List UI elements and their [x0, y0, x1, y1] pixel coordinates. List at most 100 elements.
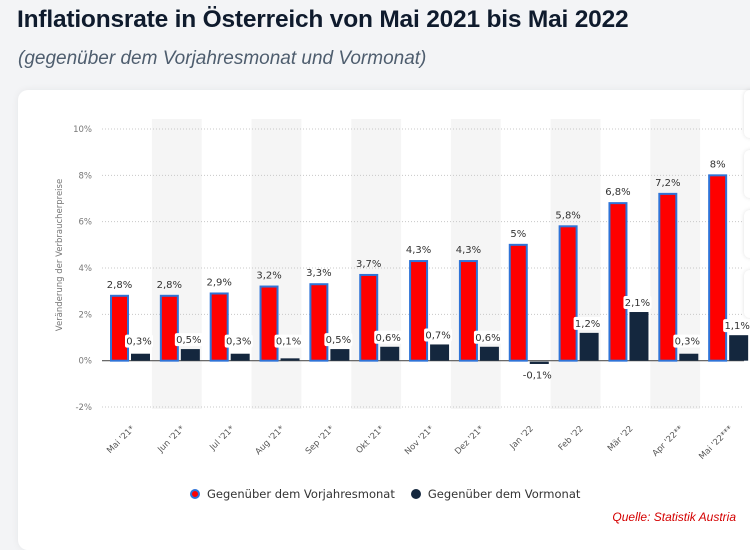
legend-label-yoy: Gegenüber dem Vorjahresmonat — [207, 487, 395, 501]
data-label-mom: 0,3% — [126, 337, 151, 348]
background-band — [151, 119, 202, 409]
bar-mom — [180, 349, 200, 361]
source-note: Quelle: Statistik Austria — [612, 510, 736, 524]
data-label-bg — [274, 334, 303, 348]
bar-yoy — [658, 192, 678, 362]
y-tick-label: 0% — [79, 357, 93, 367]
bar-mom — [230, 353, 250, 361]
data-label-yoy: 4,3% — [406, 245, 431, 256]
data-label-mom: 0,5% — [176, 335, 201, 346]
legend-item-mom[interactable]: Gegenüber dem Vormonat — [410, 487, 581, 501]
data-label-bg — [723, 319, 750, 333]
x-tick-label: Jul '21* — [207, 424, 236, 453]
background-band — [251, 119, 302, 409]
legend-marker-mom — [410, 489, 421, 499]
data-label-bg — [125, 334, 153, 348]
data-label-bg — [623, 296, 652, 310]
data-label-yoy: 3,2% — [256, 271, 281, 282]
x-tick-label: Feb '22 — [557, 424, 586, 453]
x-tick-label: Jan '22 — [508, 424, 536, 452]
x-tick-label: Aug '21* — [254, 424, 287, 457]
legend-item-yoy[interactable]: Gegenüber dem Vorjahresmonat — [190, 487, 395, 501]
data-label-bg — [573, 316, 602, 330]
data-label-bg — [374, 330, 403, 344]
y-tick-label: 4% — [79, 264, 93, 274]
x-tick-label: Nov '21* — [403, 424, 436, 457]
side-panel-button[interactable] — [744, 270, 750, 318]
data-label-mom: 2,1% — [625, 298, 650, 309]
data-label-yoy: 6,8% — [605, 187, 630, 198]
x-tick-label: Dez '21* — [453, 424, 486, 457]
data-label-mom: 1,2% — [575, 319, 600, 330]
chart-legend: Gegenüber dem Vorjahresmonat Gegenüber d… — [190, 487, 596, 501]
bar-yoy — [708, 174, 728, 362]
data-label-yoy: 5,8% — [555, 210, 580, 221]
bar-mom — [729, 335, 749, 361]
data-label-mom: 1,1% — [724, 321, 749, 332]
data-label-mom: -0,1% — [523, 371, 552, 382]
data-label-yoy: 3,7% — [356, 259, 381, 270]
data-label-mom: 0,6% — [475, 333, 500, 344]
data-label-bg — [473, 330, 502, 344]
data-label-yoy: 5% — [510, 229, 526, 240]
y-axis-label: Veränderung der Verbraucherpreise — [55, 179, 65, 331]
bar-mom — [679, 353, 699, 361]
bar-mom — [529, 361, 549, 364]
data-label-bg — [174, 333, 203, 347]
bar-yoy — [409, 260, 429, 362]
data-label-yoy: 4,3% — [456, 245, 481, 256]
bar-yoy — [558, 225, 578, 362]
x-tick-label: Mai '21* — [105, 424, 137, 456]
bar-yoy — [508, 243, 528, 362]
x-tick-label: Okt '21* — [354, 424, 386, 456]
x-tick-label: Apr '22** — [651, 424, 686, 459]
bar-yoy — [259, 285, 279, 362]
y-tick-label: 8% — [79, 171, 93, 181]
side-panel-button[interactable] — [744, 90, 750, 138]
bar-yoy — [209, 292, 229, 362]
chart-plot: -2% 0% 2% 4% 6% 8% 10% Veränderung der Verbrau… — [55, 119, 750, 462]
data-label-mom: 0,1% — [276, 337, 301, 348]
data-label-yoy: 2,8% — [107, 280, 132, 291]
bar-mom — [479, 346, 499, 361]
bar-yoy — [608, 202, 628, 362]
legend-label-mom: Gegenüber dem Vormonat — [427, 487, 581, 501]
data-label-yoy: 2,8% — [157, 280, 182, 291]
x-tick-label: Sep '21* — [304, 424, 337, 457]
data-label-mom: 0,7% — [425, 330, 450, 341]
y-tick-label: 6% — [79, 218, 93, 228]
data-label-bg — [224, 334, 253, 348]
bar-mom — [380, 346, 400, 361]
data-label-mom: 0,3% — [675, 337, 700, 348]
side-panel-button[interactable] — [744, 210, 750, 258]
data-label-yoy: 2,9% — [206, 277, 231, 288]
bar-mom — [280, 358, 300, 361]
data-label-bg — [324, 333, 353, 347]
y-tick-label: -2% — [75, 403, 92, 413]
bar-yoy — [110, 294, 129, 362]
data-label-yoy: 7,2% — [655, 178, 680, 189]
side-panel-button[interactable] — [744, 150, 750, 198]
y-tick-label: 10% — [73, 125, 92, 135]
x-tick-label: Mär '22 — [606, 424, 636, 454]
chart-subtitle: (gegenüber dem Vorjahresmonat und Vormon… — [18, 48, 427, 69]
bar-mom — [330, 349, 350, 361]
data-label-bg — [673, 334, 702, 348]
data-label-mom: 0,3% — [226, 337, 251, 348]
bar-mom — [131, 353, 150, 361]
x-tick-label: Mai '22*** — [697, 424, 735, 462]
data-label-bg — [424, 328, 453, 342]
bar-mom — [629, 312, 649, 361]
data-label-yoy: 3,3% — [306, 268, 331, 279]
chart-title: Inflationsrate in Österreich von Mai 202… — [17, 6, 629, 33]
x-tick-label: Jun '21* — [156, 424, 187, 455]
bar-yoy — [159, 294, 179, 362]
legend-marker-yoy — [190, 489, 200, 499]
data-label-yoy: 8% — [710, 159, 726, 170]
bar-mom — [579, 332, 599, 361]
data-label-mom: 0,6% — [376, 333, 401, 344]
bar-yoy — [458, 260, 478, 362]
bar-yoy — [359, 273, 379, 362]
y-tick-label: 2% — [79, 310, 93, 320]
data-label-mom: 0,5% — [326, 335, 351, 346]
